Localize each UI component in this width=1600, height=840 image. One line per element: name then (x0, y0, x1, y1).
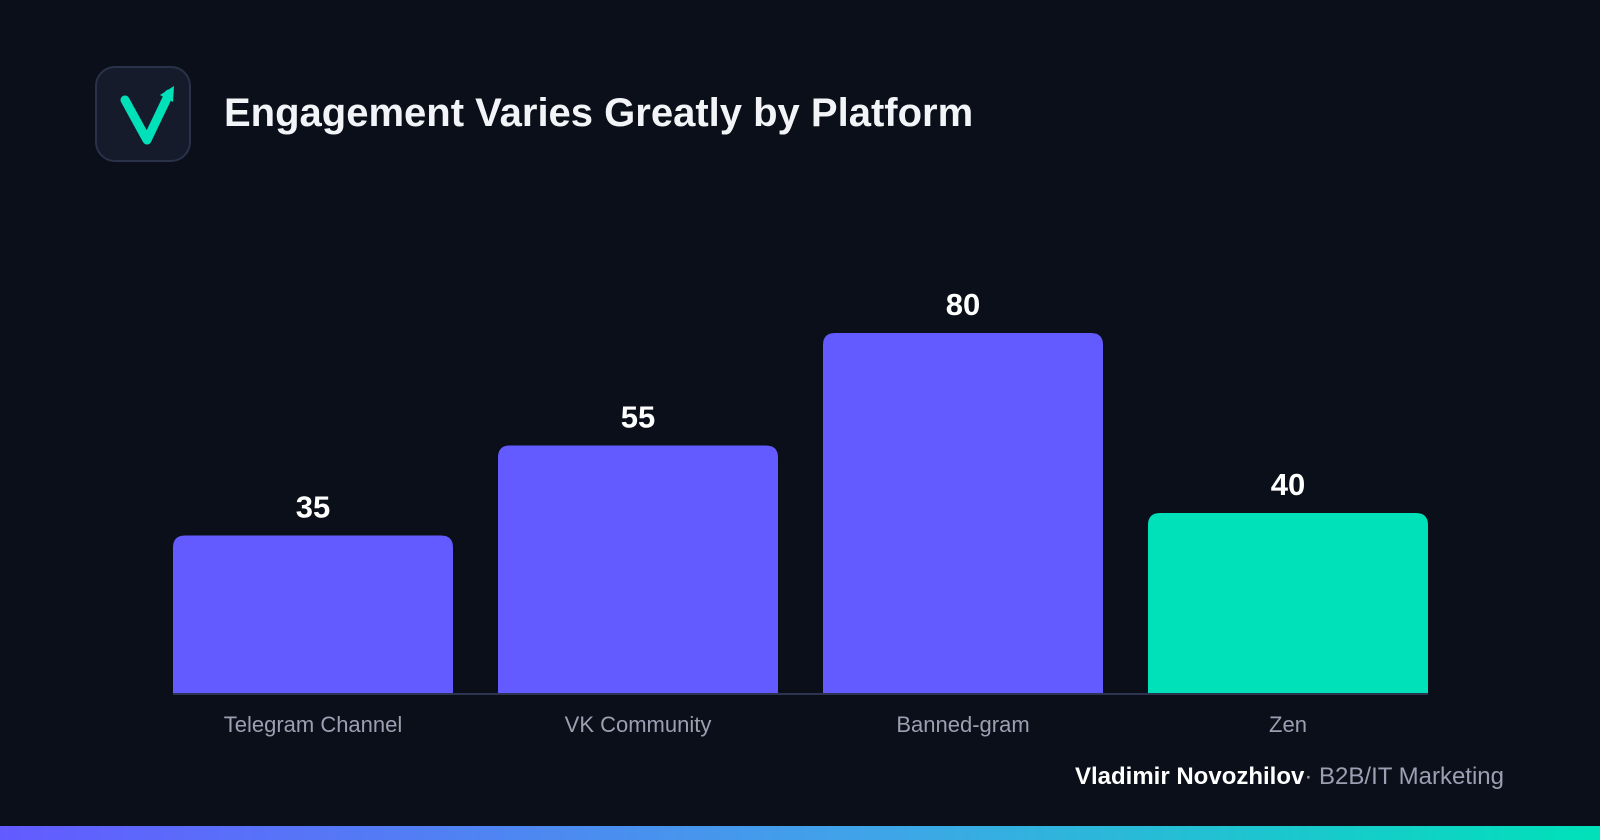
data-label: 35 (296, 490, 330, 525)
author-role: B2B/IT Marketing (1319, 763, 1504, 790)
bar-banned-gram (823, 333, 1103, 693)
credit-separator: · (1304, 763, 1313, 790)
author-credit: Vladimir Novozhilov· B2B/IT Marketing (1075, 762, 1504, 792)
category-label: Zen (1269, 712, 1307, 737)
data-label: 40 (1271, 467, 1305, 502)
v-arrow-logo-icon (120, 86, 174, 145)
bar-telegram-channel (173, 535, 453, 693)
data-label: 80 (946, 287, 980, 322)
category-label: Telegram Channel (224, 712, 403, 737)
chart-title: Engagement Varies Greatly by Platform (224, 91, 974, 135)
category-label: VK Community (565, 712, 712, 737)
bar-vk-community (498, 445, 778, 693)
author-name: Vladimir Novozhilov (1074, 763, 1305, 790)
gradient-accent-bar (0, 826, 1600, 840)
bar-chart: 35 Telegram Channel 55 VK Community 80 Banned… (173, 287, 1428, 737)
logo (95, 66, 191, 162)
bar-zen (1148, 513, 1428, 693)
category-label: Banned-gram (896, 712, 1029, 737)
data-label: 55 (621, 400, 655, 435)
